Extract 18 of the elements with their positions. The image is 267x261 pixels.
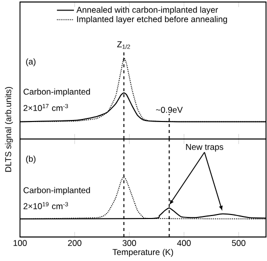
legend-label: Annealed with carbon-implanted layer [76,6,218,14]
x-tick-label: 100 [14,240,27,246]
text: (b) [26,156,36,164]
annotation: (a) [26,58,36,66]
y-axis-title: DLTS signal (arb.units) [4,86,13,172]
x-tick-label: 500 [232,240,246,246]
text: New traps [186,144,224,152]
annotation: Carbon-implanted [24,186,90,195]
legend-label: Implanted layer etched before annealing [77,16,227,24]
x-tick-label: 200 [68,240,82,246]
annotation: Carbon-implanted [24,88,90,96]
x-tick-label: 300 [122,240,136,246]
annotation: 2×10$^{19}$ cm$^{-3}$ [24,202,68,210]
annotation: 2×10$^{17}$ cm$^{-3}$ [24,104,68,111]
ref-line-label: Z$_{1/2}$ [117,41,130,49]
x-axis-title: Temperature (K) [112,248,174,257]
x-tick-label: 400 [177,240,191,246]
ref-line-label: ~0.9eV [156,106,183,113]
